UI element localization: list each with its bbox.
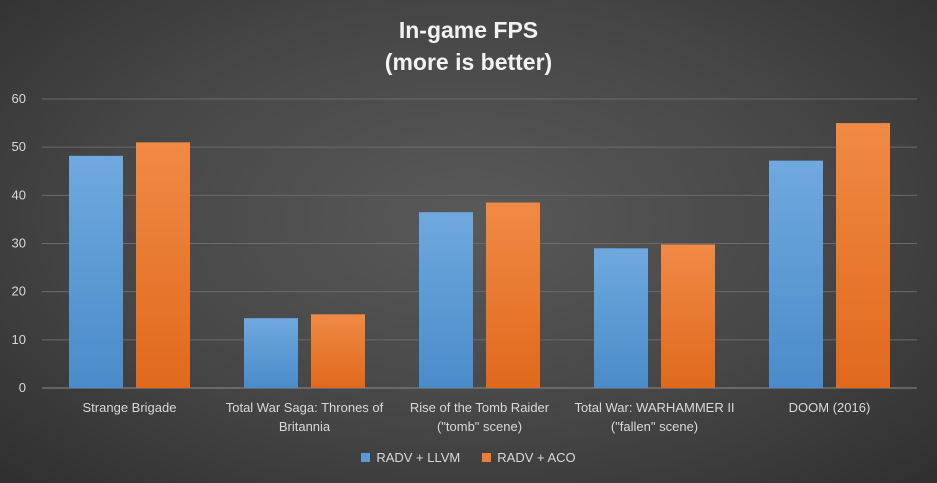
chart-subtitle: (more is better) [384,49,553,75]
x-category-label: Total War Saga: Thrones of Britannia [226,400,384,434]
y-tick-label: 0 [19,380,26,395]
bar-radv-llvm [69,155,123,388]
legend: RADV + LLVM RADV + ACO [0,450,937,465]
legend-label: RADV + LLVM [376,450,461,465]
legend-item: RADV + LLVM [361,450,460,465]
legend-swatch [361,453,371,462]
chart-title: In-game FPS [398,17,539,43]
x-category-label: Strange Brigade [83,400,177,415]
bar-radv-llvm [244,318,298,388]
y-tick-label: 40 [12,187,26,202]
bar-radv-llvm [769,160,823,388]
bar-radv-aco [486,202,540,388]
legend-label: RADV + ACO [497,450,576,465]
x-category-label: Total War: WARHAMMER II ("fallen" scene) [574,400,734,434]
legend-item: RADV + ACO [482,450,576,465]
bar-radv-aco [136,142,190,388]
bar-radv-aco [836,123,890,388]
bar-radv-llvm [594,248,648,388]
x-category-label: Rise of the Tomb Raider ("tomb" scene) [410,400,550,434]
x-category-label: DOOM (2016) [789,400,871,415]
y-tick-label: 50 [12,139,26,154]
legend-swatch [482,453,492,462]
bar-radv-aco [661,244,715,388]
y-tick-label: 30 [12,236,26,251]
bar-radv-llvm [419,212,473,388]
bar-radv-aco [311,314,365,388]
y-tick-label: 20 [12,284,26,299]
y-tick-label: 10 [12,332,26,347]
y-tick-label: 60 [12,91,26,106]
chart-title-block: In-game FPS (more is better) [0,14,937,78]
